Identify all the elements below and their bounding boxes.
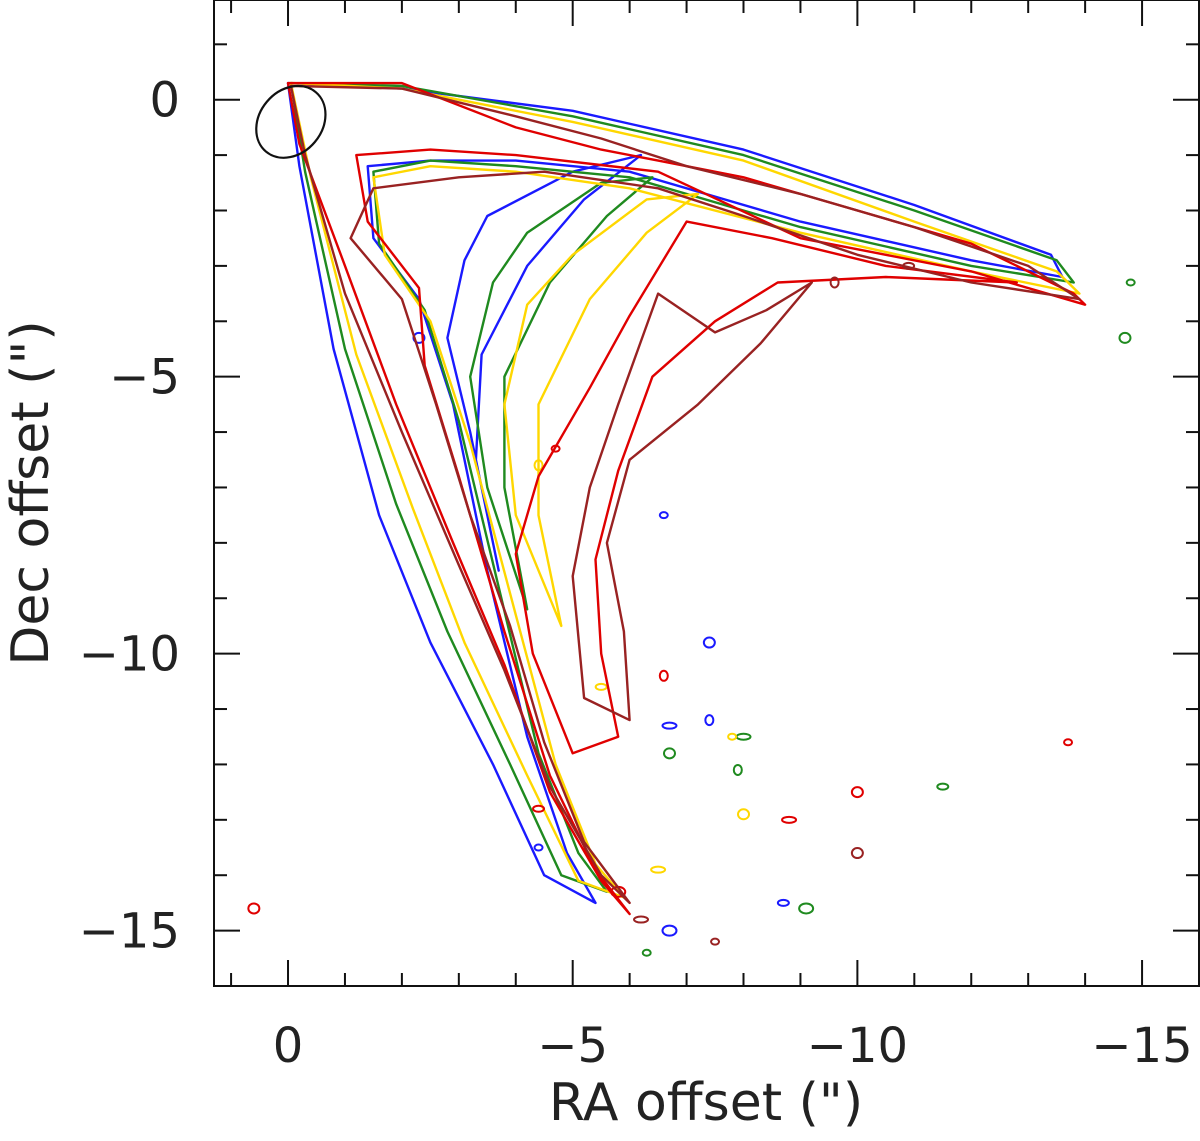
contour-green-island [1125,278,1136,287]
contour-green-island [1118,331,1132,344]
contour-yellow-island [533,459,544,472]
contour-blue-island [658,511,669,520]
contour-red-island [550,444,561,453]
contour-blue-inner [446,153,643,572]
contour-blue-island [661,924,678,937]
contour-darkred-outer [289,84,1081,905]
contours-layer [247,81,1136,957]
tick-labels-layer: 0 −5 −10 −15 0 −5 −10 −15 [79,73,1193,1074]
contour-green-island [641,948,652,957]
x-tick-label: −5 [537,1018,608,1074]
contour-blue-island [661,721,678,730]
plot-frame [213,0,1200,987]
y-axis-label: Dec offset (") [1,320,61,665]
x-axis-label: RA offset (") [549,1073,863,1133]
contour-yellow-island [594,682,608,691]
contour-red-inner [514,220,1018,755]
contour-blue-outer [286,81,1064,905]
x-tick-label: −15 [1091,1018,1192,1074]
contour-green-island [735,732,752,741]
contour-darkred-inner [571,281,813,722]
contour-blue-island [704,714,715,727]
contour-series-red [247,81,1087,916]
contour-red-island [658,669,669,682]
contour-green-island [936,782,950,791]
contour-darkred-island [633,915,650,924]
y-tick-label: 0 [149,73,180,129]
contour-darkred-island [829,276,840,289]
beam-layer [255,84,327,159]
contour-yellow-outer [289,81,1081,899]
x-tick-label: −10 [807,1018,908,1074]
contour-green-island [662,747,676,760]
contour-green-island [732,763,743,776]
y-tick-label: −5 [109,350,180,406]
beam-ellipse [255,84,327,159]
contour-darkred-island [710,937,721,946]
contour-green-outer [289,81,1075,893]
contour-green-inner [469,176,654,611]
contour-yellow-island [727,732,738,741]
contour-red-outer [286,81,1087,916]
ticks-layer [214,0,1200,987]
contour-blue-island [776,898,790,907]
x-tick-label: 0 [273,1018,304,1074]
contour-red-island [532,804,546,813]
contour-series-blue [286,81,1064,937]
contour-yellow-island [737,808,751,821]
contour-blue-island [702,636,716,649]
contour-red-island [247,902,261,915]
contour-series-darkred [289,84,1081,946]
contour-green-island [798,902,815,915]
contour-blue-island [533,843,544,852]
contour-series-yellow [289,81,1081,899]
contour-red-island [781,815,798,824]
contour-red-island [1063,738,1074,747]
contour-darkred-island [850,847,864,860]
contour-darkred-island [902,261,916,270]
y-tick-label: −10 [79,627,180,683]
contour-yellow-island [650,865,667,874]
y-tick-label: −15 [79,904,180,960]
contour-red-island [850,786,864,799]
